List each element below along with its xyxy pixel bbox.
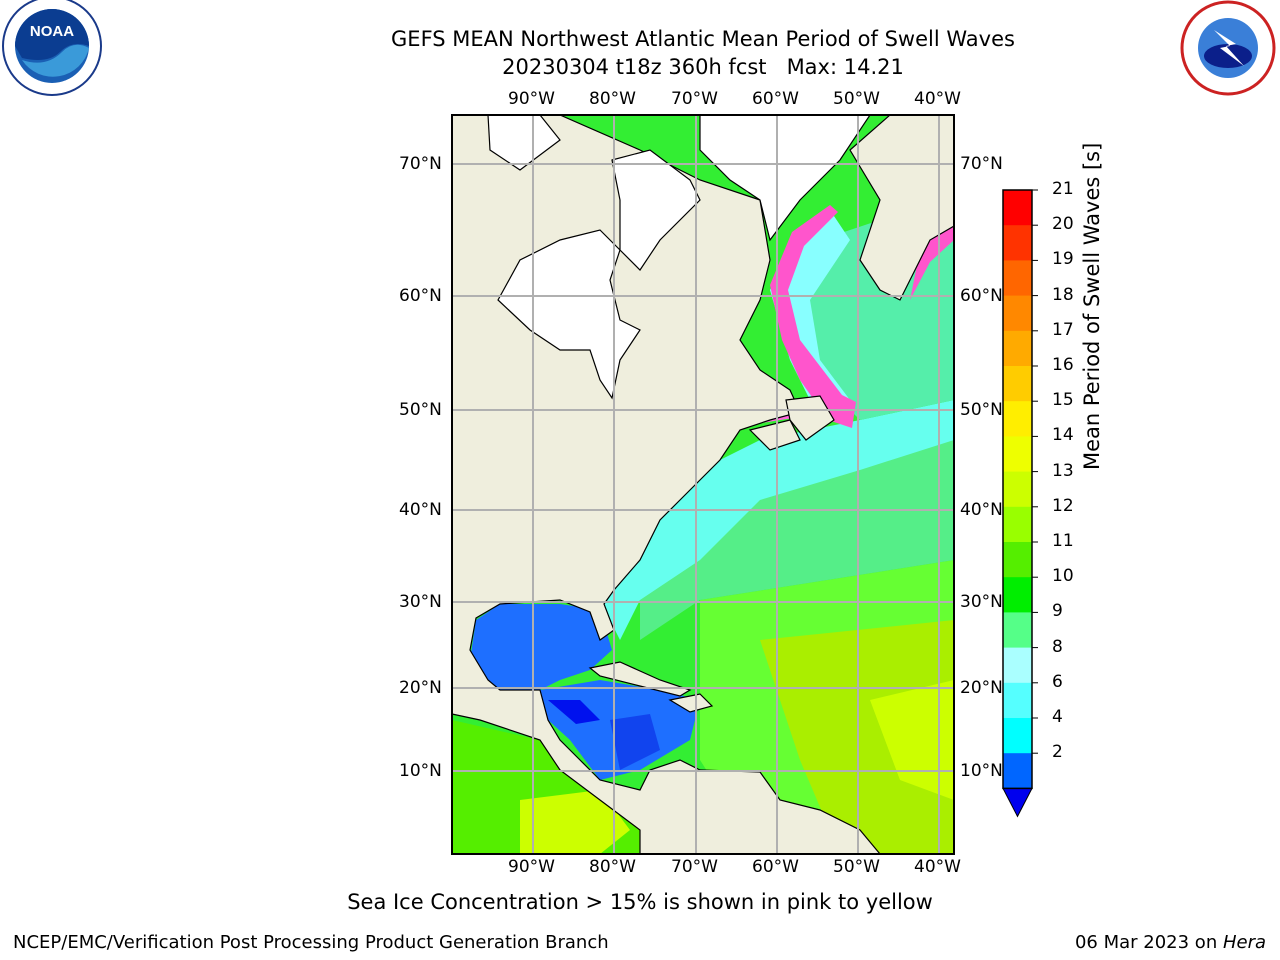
colorbar-segment	[1003, 260, 1032, 297]
lat-tick-right: 10°N	[960, 761, 1003, 781]
lat-tick-left: 60°N	[399, 286, 442, 306]
plot-subtitle: 20230304 t18z 360h fcst Max: 14.21	[502, 55, 904, 79]
sea-ice-greenland	[910, 226, 954, 300]
lat-tick-right: 20°N	[960, 678, 1003, 698]
colorbar-label: 15	[1052, 390, 1074, 411]
colorbar-label: 21	[1052, 179, 1074, 199]
lat-tick-left: 30°N	[399, 592, 442, 612]
colorbar-segment	[1003, 401, 1032, 437]
colorbar-title: Mean Period of Swell Waves [s]	[1080, 142, 1104, 470]
svg-text:NOAA: NOAA	[30, 23, 74, 40]
colorbar-frame	[1002, 189, 1033, 790]
colorbar-segment	[1003, 225, 1032, 261]
sea-ice-band	[770, 205, 856, 428]
lat-tick-right: 40°N	[960, 500, 1003, 520]
gulf-of-mexico	[470, 604, 612, 700]
caribbean-dark-2	[610, 714, 660, 770]
colorbar-segment	[1003, 718, 1032, 754]
colorbar-segment	[1003, 506, 1032, 543]
map-frame	[451, 114, 955, 855]
lon-tick-bottom: 40°W	[914, 857, 961, 877]
nws-logo	[1180, 0, 1276, 96]
colorbar-label: 14	[1052, 425, 1074, 446]
host-name: Hera	[1222, 932, 1266, 953]
colorbar-label: 16	[1052, 355, 1074, 375]
colorbar-extend-arrow	[1002, 787, 1033, 818]
lon-tick-top: 60°W	[752, 89, 799, 109]
lon-tick-top: 40°W	[914, 89, 961, 109]
colorbar-label: 18	[1052, 284, 1074, 305]
colorbar-segment	[1003, 577, 1032, 613]
colorbar-segment	[1003, 612, 1032, 649]
caribbean-dark-1	[548, 700, 600, 724]
foxe-basin	[611, 149, 701, 271]
land-greenland	[849, 115, 954, 301]
lon-tick-bottom: 60°W	[752, 857, 799, 877]
colorbar-label: 4	[1052, 707, 1063, 727]
swell-region-8s	[600, 400, 954, 640]
lon-tick-top: 90°W	[508, 89, 555, 109]
colorbar-label: 12	[1052, 495, 1074, 516]
lat-tick-left: 50°N	[399, 400, 442, 420]
colorbar-segment	[1003, 542, 1032, 578]
lat-tick-right: 50°N	[960, 400, 1003, 420]
colorbar-segment	[1003, 471, 1032, 508]
colorbar-segment	[1003, 436, 1032, 473]
map-gridlines	[452, 115, 954, 854]
lat-tick-right: 30°N	[960, 592, 1003, 612]
newfoundland	[785, 395, 835, 441]
colorbar-label: 13	[1052, 460, 1074, 481]
lat-tick-left: 20°N	[399, 678, 442, 698]
colorbar-segment	[1003, 647, 1032, 684]
colorbar-label: 8	[1052, 636, 1063, 657]
colorbar-segment	[1003, 190, 1032, 226]
colorbar-label: 9	[1052, 601, 1063, 622]
lon-tick-bottom: 80°W	[589, 857, 636, 877]
lon-tick-top: 70°W	[671, 89, 718, 109]
lon-tick-top: 80°W	[589, 89, 636, 109]
colorbar-segment	[1003, 366, 1032, 402]
lon-tick-top: 50°W	[833, 89, 880, 109]
arctic-channel	[487, 115, 561, 171]
colorbar-label: 17	[1052, 319, 1074, 340]
lat-tick-left: 40°N	[399, 500, 442, 520]
lat-tick-left: 70°N	[399, 154, 442, 174]
baffin-bay	[699, 115, 871, 242]
colorbar-label: 6	[1052, 671, 1063, 692]
date-text: 06 Mar 2023 on	[1074, 932, 1223, 953]
swell-region-pacific-12s	[520, 790, 630, 854]
colorbar-label: 2	[1052, 742, 1063, 763]
generation-date: 06 Mar 2023 on Hera	[1075, 932, 1266, 953]
lon-tick-bottom: 70°W	[671, 857, 718, 877]
lon-tick-bottom: 50°W	[833, 857, 880, 877]
noaa-logo: NOAA	[2, 0, 102, 96]
lon-tick-bottom: 90°W	[508, 857, 555, 877]
colorbar-segment	[1003, 330, 1032, 367]
swell-region-10s	[640, 420, 954, 640]
colorbar-label: 10	[1052, 566, 1074, 587]
hispaniola	[668, 693, 714, 713]
lat-tick-right: 60°N	[960, 286, 1003, 306]
colorbar-segment	[1003, 682, 1032, 719]
lat-tick-right: 70°N	[960, 154, 1003, 174]
colorbar-segment	[1003, 295, 1032, 332]
credit-text: NCEP/EMC/Verification Post Processing Pr…	[13, 932, 609, 953]
colorbar-segment	[1003, 753, 1032, 789]
plot-title: GEFS MEAN Northwest Atlantic Mean Period…	[391, 27, 1015, 51]
lat-tick-left: 10°N	[399, 761, 442, 781]
sea-ice-note: Sea Ice Concentration > 15% is shown in …	[347, 890, 933, 914]
colorbar-label: 19	[1052, 249, 1074, 270]
colorbar-label: 20	[1052, 214, 1074, 235]
colorbar-label: 11	[1052, 531, 1074, 551]
